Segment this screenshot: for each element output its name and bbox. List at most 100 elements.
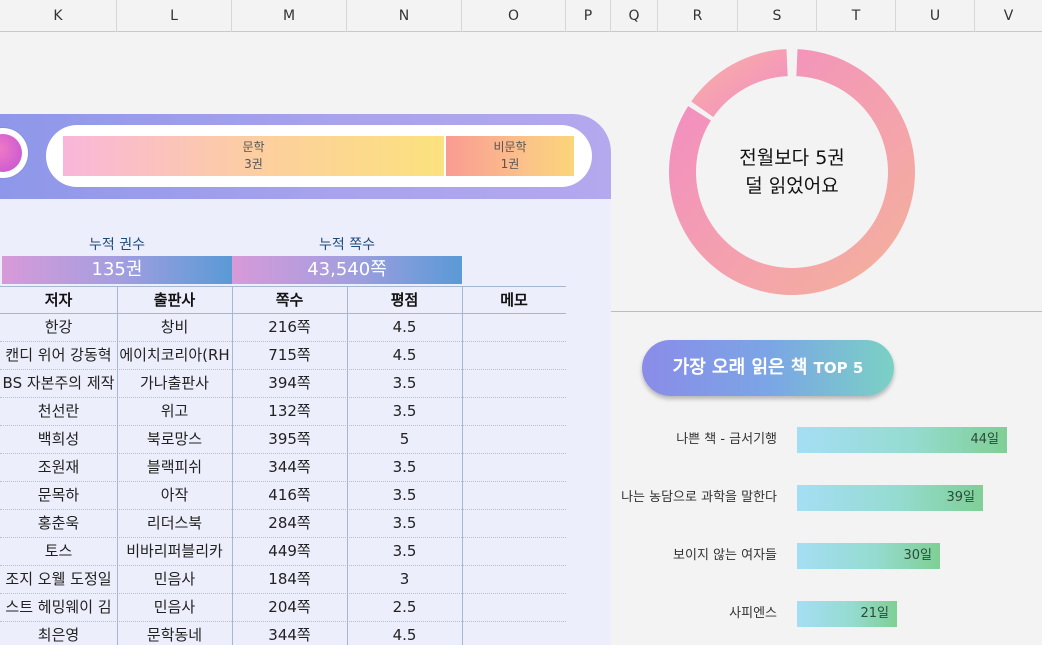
cell-pages[interactable]: 284쪽 bbox=[268, 514, 311, 532]
cell-pages[interactable]: 449쪽 bbox=[268, 542, 311, 560]
cell-memo[interactable] bbox=[462, 538, 566, 566]
cell-pages[interactable]: 216쪽 bbox=[268, 318, 311, 336]
cell-rating[interactable]: 3 bbox=[399, 570, 410, 588]
cell-publisher[interactable]: 리더스북 bbox=[146, 514, 203, 532]
cell-author[interactable]: 캔디 위어 강동혁 bbox=[5, 346, 112, 364]
column-header-t[interactable]: T bbox=[817, 0, 896, 32]
genre-count: 1권 bbox=[500, 157, 520, 171]
column-header-u[interactable]: U bbox=[896, 0, 975, 32]
cell-publisher[interactable]: 민음사 bbox=[153, 570, 196, 588]
column-divider bbox=[347, 286, 348, 645]
cell-pages[interactable]: 715쪽 bbox=[268, 346, 311, 364]
cell-author[interactable]: 한강 bbox=[44, 318, 73, 336]
cell-pages[interactable]: 394쪽 bbox=[268, 374, 311, 392]
cell-author[interactable]: 조원재 bbox=[37, 458, 80, 476]
cell-pages[interactable]: 204쪽 bbox=[268, 598, 311, 616]
top5-bar[interactable]: 21일 bbox=[797, 601, 897, 627]
cell-rating[interactable]: 2.5 bbox=[392, 598, 417, 616]
cell-author[interactable]: 조지 오웰 도정일 bbox=[5, 570, 112, 588]
header-rating[interactable]: 평점 bbox=[390, 291, 419, 309]
header-author[interactable]: 저자 bbox=[44, 291, 73, 309]
cell-publisher[interactable]: 문학동네 bbox=[146, 626, 203, 644]
donut-chart bbox=[669, 49, 915, 296]
cell-rating[interactable]: 3.5 bbox=[392, 486, 417, 504]
cell-memo[interactable] bbox=[462, 426, 566, 454]
top5-bar[interactable]: 44일 bbox=[797, 427, 1007, 453]
cell-memo[interactable] bbox=[462, 398, 566, 426]
top5-title-button[interactable]: 가장 오래 읽은 책 TOP 5 bbox=[642, 340, 894, 396]
column-header-m[interactable]: M bbox=[232, 0, 347, 32]
cell-rating[interactable]: 5 bbox=[399, 430, 410, 448]
cell-author[interactable]: 홍춘욱 bbox=[37, 514, 80, 532]
cell-rating[interactable]: 3.5 bbox=[392, 514, 417, 532]
column-divider bbox=[462, 286, 463, 645]
total-books-value[interactable]: 135권 bbox=[2, 256, 232, 284]
cell-rating[interactable]: 4.5 bbox=[392, 318, 417, 336]
column-header-q[interactable]: Q bbox=[611, 0, 658, 32]
cell-memo[interactable] bbox=[462, 594, 566, 622]
column-header-l[interactable]: L bbox=[117, 0, 232, 32]
cell-author[interactable]: 스트 헤밍웨이 김 bbox=[5, 598, 112, 616]
top5-days-label: 21일 bbox=[860, 606, 889, 621]
cell-author[interactable]: 최은영 bbox=[37, 626, 80, 644]
cell-rating[interactable]: 3.5 bbox=[392, 458, 417, 476]
cell-memo[interactable] bbox=[462, 482, 566, 510]
total-pages-value[interactable]: 43,540쪽 bbox=[232, 256, 462, 284]
header-memo[interactable]: 메모 bbox=[500, 291, 528, 309]
cell-author[interactable]: 토스 bbox=[44, 542, 73, 560]
header-publisher[interactable]: 출판사 bbox=[153, 291, 196, 309]
top5-bar[interactable]: 39일 bbox=[797, 485, 983, 511]
cell-publisher[interactable]: 블랙피쉬 bbox=[146, 458, 203, 476]
column-header-s[interactable]: S bbox=[738, 0, 817, 32]
cell-rating[interactable]: 3.5 bbox=[392, 542, 417, 560]
cell-publisher[interactable]: 아작 bbox=[160, 486, 189, 504]
cell-memo[interactable] bbox=[462, 566, 566, 594]
monthly-comparison-donut: 전월보다 5권 덜 읽었어요 bbox=[668, 48, 916, 296]
table-row: 문목하 아작 416쪽 3.5 bbox=[0, 482, 566, 510]
cell-publisher[interactable]: 위고 bbox=[160, 402, 189, 420]
cell-author[interactable]: 천선란 bbox=[37, 402, 80, 420]
cell-memo[interactable] bbox=[462, 510, 566, 538]
cell-pages[interactable]: 184쪽 bbox=[268, 570, 311, 588]
cell-pages[interactable]: 344쪽 bbox=[268, 458, 311, 476]
column-header-p[interactable]: P bbox=[566, 0, 611, 32]
cell-author[interactable]: BS 자본주의 제작 bbox=[2, 374, 115, 392]
section-divider bbox=[611, 311, 1042, 312]
top5-bar[interactable]: 30일 bbox=[797, 543, 940, 569]
cell-memo[interactable] bbox=[462, 342, 566, 370]
cell-publisher[interactable]: 가나출판사 bbox=[139, 374, 209, 392]
cell-publisher[interactable]: 민음사 bbox=[153, 598, 196, 616]
cell-publisher[interactable]: 북로망스 bbox=[146, 430, 203, 448]
column-header-r[interactable]: R bbox=[658, 0, 738, 32]
table-row: 조원재 블랙피쉬 344쪽 3.5 bbox=[0, 454, 566, 482]
cell-pages[interactable]: 395쪽 bbox=[268, 430, 311, 448]
column-header-v[interactable]: V bbox=[1003, 8, 1014, 24]
cell-memo[interactable] bbox=[462, 454, 566, 482]
cell-pages[interactable]: 416쪽 bbox=[268, 486, 311, 504]
cell-author[interactable]: 문목하 bbox=[37, 486, 80, 504]
cell-pages[interactable]: 344쪽 bbox=[268, 626, 311, 644]
cell-rating[interactable]: 4.5 bbox=[392, 626, 417, 644]
column-header-o[interactable]: O bbox=[462, 0, 566, 32]
reading-log-panel: 문학 3권 비문학 1권 누적 권수 135권 누적 쪽수 43,540쪽 저자… bbox=[0, 114, 611, 645]
cell-publisher[interactable]: 에이치코리아(RH bbox=[119, 346, 230, 364]
cell-memo[interactable] bbox=[462, 622, 566, 645]
table-row: 캔디 위어 강동혁 에이치코리아(RH 715쪽 4.5 bbox=[0, 342, 566, 370]
cell-publisher[interactable]: 창비 bbox=[160, 318, 189, 336]
genre-name: 비문학 bbox=[493, 140, 527, 154]
genre-bar-nonfiction: 비문학 1권 bbox=[446, 136, 574, 176]
cell-memo[interactable] bbox=[462, 314, 566, 342]
total-pages-label: 누적 쪽수 bbox=[319, 237, 375, 253]
cell-publisher[interactable]: 비바리퍼블리카 bbox=[126, 542, 223, 560]
cell-rating[interactable]: 4.5 bbox=[392, 346, 417, 364]
table-row: BS 자본주의 제작 가나출판사 394쪽 3.5 bbox=[0, 370, 566, 398]
column-header-n[interactable]: N bbox=[347, 0, 462, 32]
cell-author[interactable]: 백희성 bbox=[37, 430, 80, 448]
cell-memo[interactable] bbox=[462, 370, 566, 398]
header-pages[interactable]: 쪽수 bbox=[275, 291, 304, 309]
column-header-k[interactable]: K bbox=[0, 0, 117, 32]
cell-rating[interactable]: 3.5 bbox=[392, 402, 417, 420]
cell-rating[interactable]: 3.5 bbox=[392, 374, 417, 392]
table-row: 최은영 문학동네 344쪽 4.5 bbox=[0, 622, 566, 645]
cell-pages[interactable]: 132쪽 bbox=[268, 402, 311, 420]
